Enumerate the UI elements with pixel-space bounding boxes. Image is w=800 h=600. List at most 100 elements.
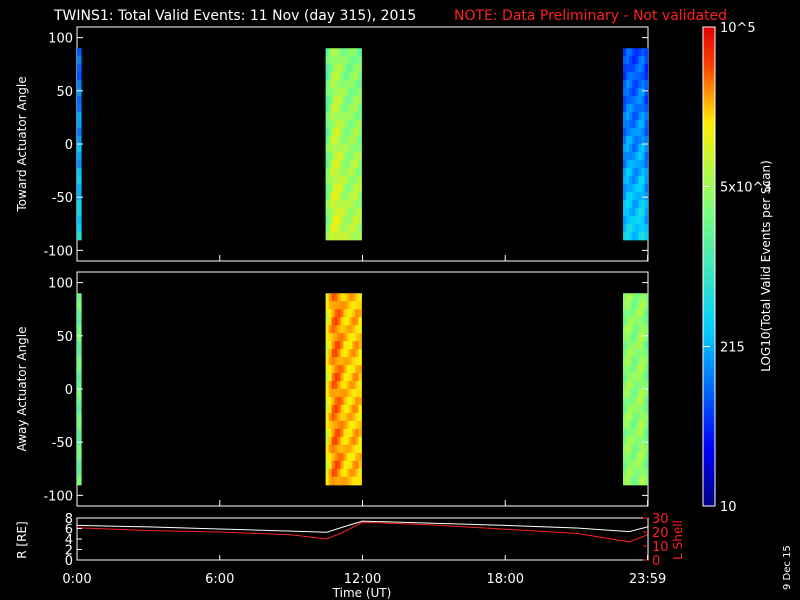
heatmap-cell — [358, 428, 362, 438]
heatmap-cell — [331, 207, 336, 217]
heatmap-cell — [334, 64, 339, 73]
heatmap-cell — [355, 317, 359, 326]
y-tick-label: 50 — [56, 85, 73, 100]
heatmap-cell — [638, 444, 643, 454]
heatmap-cell — [641, 373, 646, 382]
heatmap-cell — [337, 452, 342, 462]
heatmap-cell — [635, 317, 639, 326]
heatmap-cell — [77, 325, 82, 334]
heatmap-cell — [349, 325, 353, 334]
heatmap-cell — [355, 64, 359, 73]
heatmap-cell — [358, 412, 362, 422]
heatmap-cell — [340, 357, 345, 366]
heatmap-cell — [626, 396, 630, 406]
heatmap-cell — [352, 80, 356, 89]
heatmap-cell — [352, 301, 356, 310]
heatmap-cell — [325, 341, 330, 350]
heatmap-cell — [328, 128, 333, 137]
heatmap-cell — [632, 175, 636, 185]
heatmap-cell — [626, 349, 630, 358]
heatmap-cell — [632, 88, 636, 97]
heatmap-cell — [77, 80, 82, 89]
heatmap-cell — [635, 64, 639, 73]
heatmap-cell — [355, 88, 359, 97]
heatmap-cell — [641, 301, 646, 310]
heatmap-cell — [328, 120, 333, 129]
heatmap-cell — [358, 199, 362, 209]
heatmap-cell — [349, 223, 353, 233]
heatmap-cell — [349, 381, 353, 390]
heatmap-cell — [635, 301, 639, 310]
heatmap-cell — [355, 412, 359, 422]
heatmap-cell — [328, 293, 333, 302]
heatmap-cell — [328, 96, 333, 105]
heatmap-cell — [644, 167, 649, 177]
right-axis-label: L Shell — [671, 520, 685, 560]
heatmap-cell — [352, 72, 356, 81]
heatmap-cell — [632, 396, 636, 406]
heatmap-cell — [635, 412, 639, 422]
heatmap-cell — [331, 48, 336, 57]
heatmap-cell — [337, 64, 342, 73]
heatmap-cell — [635, 120, 639, 129]
heatmap-cell — [626, 412, 630, 422]
heatmap-cell — [349, 373, 353, 382]
heatmap-cell — [352, 341, 356, 350]
heatmap-cell — [629, 325, 633, 334]
heatmap-cell — [632, 183, 636, 193]
heatmap-cell — [77, 231, 82, 241]
y-tick-label: 50 — [56, 330, 73, 345]
heatmap-cell — [626, 293, 630, 302]
heatmap-cell — [349, 167, 353, 177]
heatmap-cell — [358, 389, 362, 398]
heatmap-cell — [334, 309, 339, 318]
heatmap-cell — [340, 64, 345, 73]
heatmap-cell — [352, 167, 356, 177]
heatmap-cell — [355, 460, 359, 470]
heatmap-cell — [641, 412, 646, 422]
heatmap-cell — [340, 223, 345, 233]
heatmap-cell — [340, 144, 345, 153]
heatmap-cell — [641, 476, 646, 486]
heatmap-cell — [77, 96, 82, 105]
heatmap-cell — [629, 223, 633, 233]
heatmap-cell — [638, 191, 643, 201]
heatmap-cell — [328, 72, 333, 81]
heatmap-cell — [352, 215, 356, 225]
heatmap-cell — [355, 223, 359, 233]
heatmap-cell — [623, 215, 627, 225]
heatmap-cell — [641, 80, 646, 89]
heatmap-cell — [641, 341, 646, 350]
heatmap-cell — [355, 207, 359, 217]
heatmap-cell — [328, 309, 333, 318]
heatmap-cell — [358, 452, 362, 462]
heatmap-cell — [349, 48, 353, 57]
heatmap-cell — [346, 207, 351, 217]
heatmap-cell — [358, 309, 362, 318]
heatmap-cell — [331, 151, 336, 161]
heatmap-cell — [340, 175, 345, 185]
heatmap-cell — [635, 468, 639, 478]
heatmap-cell — [349, 476, 353, 486]
heatmap-cell — [331, 341, 336, 350]
heatmap-cell — [334, 452, 339, 462]
heatmap-cell — [644, 207, 649, 217]
heatmap-cell — [355, 333, 359, 342]
heatmap-cell — [331, 325, 336, 334]
heatmap-cell — [626, 167, 630, 177]
heatmap-cell — [346, 159, 351, 169]
heatmap-cell — [629, 428, 633, 438]
heatmap-cell — [346, 420, 351, 430]
heatmap-cell — [325, 325, 330, 334]
heatmap-cell — [337, 365, 342, 374]
heatmap-cell — [352, 420, 356, 430]
panel-frame — [76, 26, 649, 262]
heatmap-cell — [331, 301, 336, 310]
heatmap-cell — [626, 231, 630, 241]
heatmap-cell — [632, 112, 636, 121]
heatmap-cell — [340, 341, 345, 350]
heatmap-cell — [340, 373, 345, 382]
heatmap-cell — [644, 333, 649, 342]
heatmap-cell — [629, 381, 633, 390]
heatmap-cell — [334, 136, 339, 145]
